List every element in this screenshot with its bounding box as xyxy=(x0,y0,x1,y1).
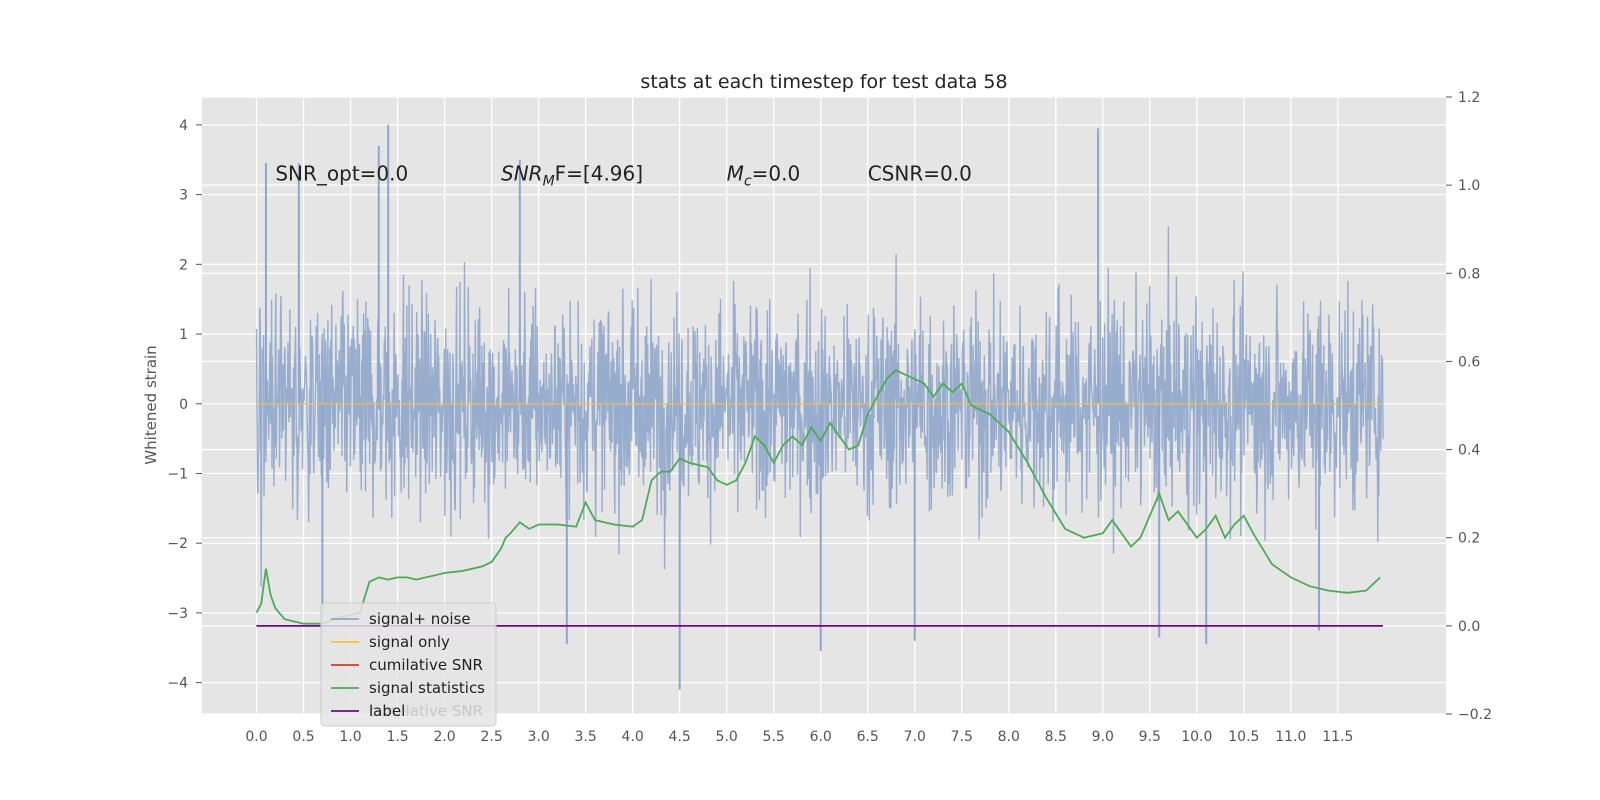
annotation: SNRMF=[4.96] xyxy=(501,162,643,190)
series-signal-statistics xyxy=(255,369,1381,625)
x-tick-label: 2.5 xyxy=(480,729,502,745)
x-tick-label: 11.0 xyxy=(1275,729,1306,745)
annotations: SNR_opt=0.0 SNRMF=[4.96] Mc=0.0 CSNR=0.0 xyxy=(275,162,971,190)
x-tick-label: 0.0 xyxy=(245,729,267,745)
y-tick-label-left: −3 xyxy=(167,606,188,622)
y-axis-label: Whitened strain xyxy=(142,345,160,464)
series-signal-noise xyxy=(255,124,1384,690)
legend-hidden-label: cumilative SNR xyxy=(369,702,483,720)
x-tick-label: 9.5 xyxy=(1139,729,1161,745)
y-tick-label-left: −2 xyxy=(167,536,188,552)
legend-label: cumilative SNR xyxy=(369,656,483,674)
y-tick-label-right: 0.6 xyxy=(1458,354,1480,370)
y-tick-label-left: −4 xyxy=(167,676,188,692)
x-tick-label: 3.5 xyxy=(575,729,597,745)
x-tick-label: 9.0 xyxy=(1092,729,1114,745)
x-tick-label: 10.0 xyxy=(1181,729,1212,745)
x-tick-label: 10.5 xyxy=(1228,729,1259,745)
legend-label: signal only xyxy=(369,633,450,651)
y-tick-label-left: 0 xyxy=(179,397,188,413)
legend-label: signal+ noise xyxy=(369,610,471,628)
y-tick-label-right: 1.0 xyxy=(1458,178,1480,194)
annotation: Mc=0.0 xyxy=(727,162,801,190)
axes: 0.0 0.5 1.0 1.5 2.0 2.5 3.0 3.5 4.0 4.5 5.0 5.5 6.0 6… xyxy=(167,90,1492,745)
x-tick-label: 5.5 xyxy=(763,729,785,745)
x-tick-label: 2.0 xyxy=(433,729,455,745)
x-tick-label: 5.0 xyxy=(716,729,738,745)
x-tick-label: 7.0 xyxy=(904,729,926,745)
y-tick-label-left: 3 xyxy=(179,188,188,204)
x-tick-label: 4.0 xyxy=(622,729,644,745)
y-tick-label-left: 4 xyxy=(179,118,188,134)
x-tick-label: 3.0 xyxy=(527,729,549,745)
chart-title: stats at each timestep for test data 58 xyxy=(640,71,1007,93)
x-tick-label: 1.5 xyxy=(386,729,408,745)
y-tick-label-right: 0.2 xyxy=(1458,531,1480,547)
y-tick-label-right: 0.8 xyxy=(1458,266,1480,282)
x-tick-label: 1.0 xyxy=(339,729,361,745)
legend-label: signal statistics xyxy=(369,679,485,697)
x-tick-label: 8.0 xyxy=(998,729,1020,745)
annotation: SNR_opt=0.0 xyxy=(275,162,408,186)
y-tick-label-left: 1 xyxy=(179,327,188,343)
x-tick-label: 6.5 xyxy=(857,729,879,745)
y-tick-label-left: −1 xyxy=(167,466,188,482)
y-tick-label-right: 0.4 xyxy=(1458,443,1480,459)
legend-box xyxy=(320,602,497,727)
y-tick-label-right: 1.2 xyxy=(1458,90,1480,106)
x-tick-label: 0.5 xyxy=(292,729,314,745)
x-tick-label: 6.0 xyxy=(810,729,832,745)
y-tick-label-right: −0.2 xyxy=(1458,707,1492,723)
x-tick-label: 8.5 xyxy=(1045,729,1067,745)
x-tick-label: 7.5 xyxy=(951,729,973,745)
y-tick-label-left: 2 xyxy=(179,257,188,273)
x-tick-label: 4.5 xyxy=(669,729,691,745)
legend: cumilative SNR signal+ noise signal only cu… xyxy=(320,602,497,727)
legend-label: label xyxy=(369,702,405,720)
annotation: CSNR=0.0 xyxy=(868,162,972,186)
y-tick-label-right: 0.0 xyxy=(1458,619,1480,635)
x-tick-label: 11.5 xyxy=(1322,729,1353,745)
